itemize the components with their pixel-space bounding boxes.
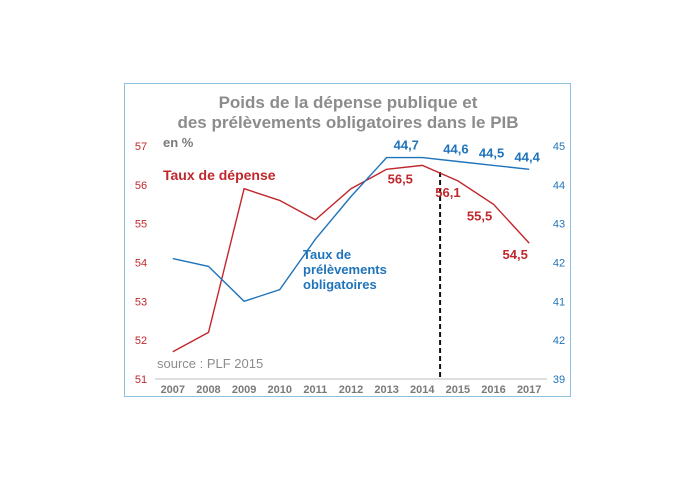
series-line-prelevements [172,156,530,303]
y-right-tick-label: 42 [553,335,565,347]
series-label-depense: Taux de dépense [163,167,276,183]
y-right-tick-label: 43 [553,219,565,231]
y-left-tick-label: 53 [135,296,147,308]
x-tick-label-2012: 2012 [339,384,363,396]
x-tick-label-2013: 2013 [374,384,398,396]
data-label-depense-2016: 55,5 [467,208,492,223]
chart: Poids de la dépense publique et des prél… [135,93,565,396]
unit-label: en % [163,135,194,150]
y-left-tick-label: 56 [135,180,147,192]
x-tick-label-2010: 2010 [267,384,291,396]
data-label-prelevements-2016: 44,5 [479,145,504,160]
x-tick-label-2009: 2009 [232,384,256,396]
series-label-prelevements-line-1: Taux de [303,247,351,262]
x-tick-label-2015: 2015 [446,384,470,396]
data-label-depense-2015: 56,1 [435,185,460,200]
x-tick-label-2017: 2017 [517,384,541,396]
data-label-prelevements-2015: 44,6 [443,142,468,157]
series-line-depense [172,164,530,353]
series-label-prelevements-line-2: prélèvements [303,262,387,277]
source-note: source : PLF 2015 [157,356,263,371]
y-right-tick-label: 45 [553,141,565,153]
y-left-tick-label: 55 [135,219,147,231]
x-tick-label-2014: 2014 [410,384,435,396]
data-label-depense-2014: 56,5 [388,171,413,186]
chart-title-line-1: Poids de la dépense publique et [219,93,478,112]
y-right-tick-label: 42 [553,258,565,270]
y-left-tick-label: 54 [135,258,147,270]
y-right-tick-label: 41 [553,296,565,308]
chart-frame: Poids de la dépense publique et des prél… [124,83,571,397]
data-label-prelevements-2014: 44,7 [394,138,419,153]
x-tick-label-2008: 2008 [196,384,220,396]
y-left-tick-label: 52 [135,335,147,347]
chart-title-line-2: des prélèvements obligatoires dans le PI… [177,113,518,132]
y-right-tick-label: 39 [553,374,565,386]
x-tick-label-2011: 2011 [303,384,327,396]
y-right-tick-label: 44 [553,180,565,192]
y-left-tick-label: 57 [135,141,147,153]
data-label-prelevements-2017: 44,4 [515,149,541,164]
y-left-tick-label: 51 [135,374,147,386]
series-label-prelevements-line-3: obligatoires [303,277,377,292]
data-label-depense-2017: 54,5 [503,247,528,262]
x-tick-label-2007: 2007 [161,384,185,396]
x-tick-label-2016: 2016 [481,384,505,396]
